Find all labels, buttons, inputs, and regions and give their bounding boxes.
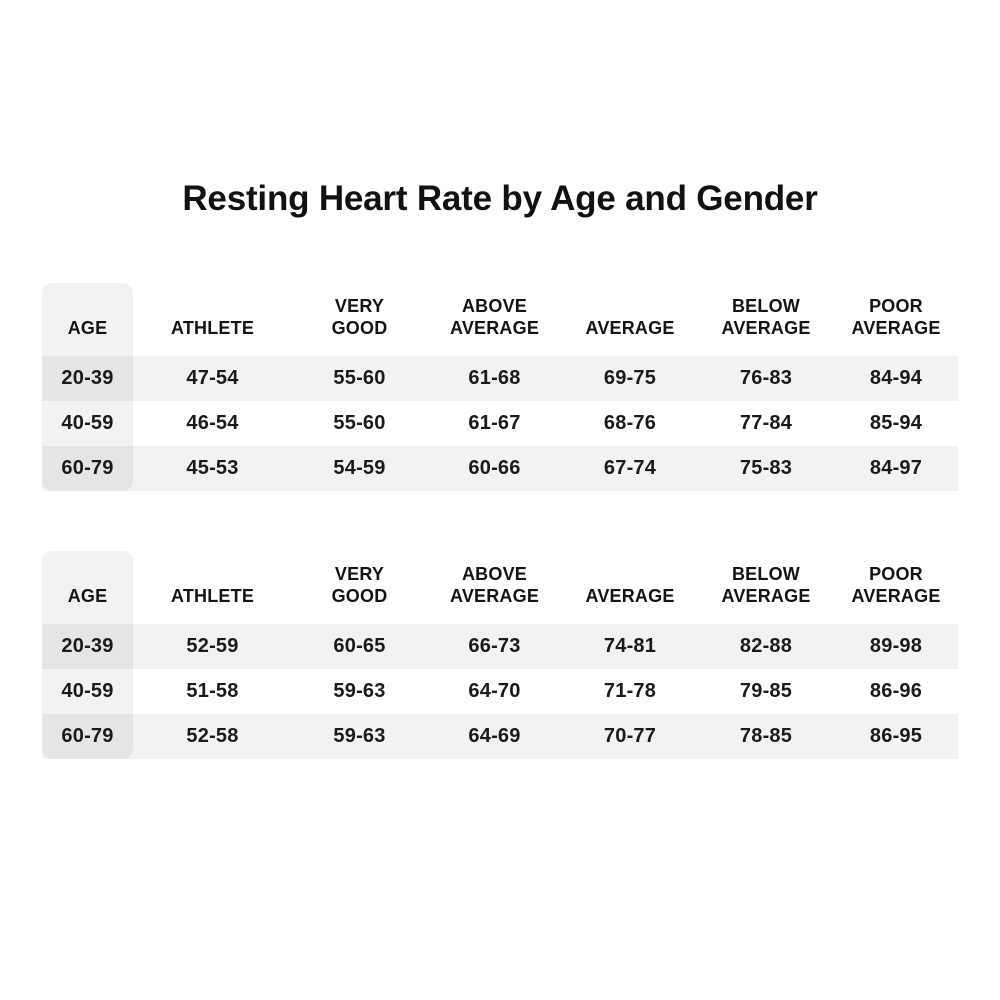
header-label: AVERAGE <box>585 318 675 338</box>
value-cell-athlete: 47-54 <box>186 367 239 389</box>
header-label: ABOVE AVERAGE <box>449 296 540 338</box>
header-label: BELOW AVERAGE <box>721 564 811 606</box>
header-label: ATHLETE <box>170 586 255 606</box>
value-cell-poor-average: 86-95 <box>869 725 923 747</box>
header-label: POOR AVERAGE <box>851 564 941 606</box>
value-cell-athlete: 52-58 <box>186 725 239 747</box>
header-cell-average: AVERAGE <box>562 551 698 624</box>
header-cell-below-average: BELOW AVERAGE <box>698 551 834 624</box>
header-row: AGE ATHLETE VERY GOOD ABOVE AVERAGE AVERAGE B… <box>42 283 958 356</box>
value-cell-poor-average: 89-98 <box>869 635 923 657</box>
value-cell-below-average: 76-83 <box>739 367 793 389</box>
header-label: ABOVE AVERAGE <box>449 564 540 606</box>
header-cell-above-average: ABOVE AVERAGE <box>427 283 562 356</box>
value-cell-very-good: 59-63 <box>333 725 386 747</box>
header-cell-age: AGE <box>42 551 133 624</box>
value-cell-above-average: 64-69 <box>468 725 521 747</box>
age-column-highlight <box>42 283 133 491</box>
value-cell-average: 74-81 <box>603 635 657 657</box>
value-cell-poor-average: 86-96 <box>869 680 923 702</box>
header-label: AGE <box>67 318 108 338</box>
age-cell: 20-39 <box>61 635 114 657</box>
value-cell-above-average: 66-73 <box>468 635 521 657</box>
header-cell-poor-average: POOR AVERAGE <box>834 551 958 624</box>
value-cell-average: 70-77 <box>603 725 657 747</box>
heart-rate-table-1: AGE ATHLETE VERY GOOD ABOVE AVERAGE AVERAGE B… <box>42 283 958 491</box>
header-cell-age: AGE <box>42 283 133 356</box>
age-cell: 60-79 <box>61 725 114 747</box>
table-row-60-79: 60-79 45-53 54-59 60-66 67-74 75-83 84-97 <box>42 446 958 491</box>
age-cell: 40-59 <box>61 412 114 434</box>
header-label: AGE <box>67 586 108 606</box>
header-cell-very-good: VERY GOOD <box>292 551 427 624</box>
header-row: AGE ATHLETE VERY GOOD ABOVE AVERAGE AVERAGE B… <box>42 551 958 624</box>
value-cell-very-good: 55-60 <box>333 367 386 389</box>
value-cell-athlete: 46-54 <box>186 412 239 434</box>
header-cell-poor-average: POOR AVERAGE <box>834 283 958 356</box>
heart-rate-table-2: AGE ATHLETE VERY GOOD ABOVE AVERAGE AVERAGE B… <box>42 551 958 759</box>
table-row-20-39: 20-39 47-54 55-60 61-68 69-75 76-83 84-94 <box>42 356 958 401</box>
header-label: BELOW AVERAGE <box>721 296 811 338</box>
value-cell-poor-average: 84-97 <box>869 457 923 479</box>
age-cell: 60-79 <box>61 457 114 479</box>
table-row-40-59: 40-59 46-54 55-60 61-67 68-76 77-84 85-94 <box>42 401 958 446</box>
header-cell-below-average: BELOW AVERAGE <box>698 283 834 356</box>
header-cell-above-average: ABOVE AVERAGE <box>427 551 562 624</box>
value-cell-below-average: 78-85 <box>739 725 793 747</box>
value-cell-below-average: 77-84 <box>739 412 793 434</box>
value-cell-athlete: 51-58 <box>186 680 239 702</box>
value-cell-poor-average: 84-94 <box>869 367 923 389</box>
value-cell-very-good: 59-63 <box>333 680 386 702</box>
header-label: VERY GOOD <box>331 296 388 338</box>
value-cell-average: 71-78 <box>603 680 657 702</box>
value-cell-very-good: 60-65 <box>333 635 386 657</box>
value-cell-average: 69-75 <box>603 367 657 389</box>
header-label: AVERAGE <box>585 586 675 606</box>
header-cell-athlete: ATHLETE <box>133 283 292 356</box>
header-label: VERY GOOD <box>331 564 388 606</box>
table-row-40-59: 40-59 51-58 59-63 64-70 71-78 79-85 86-96 <box>42 669 958 714</box>
value-cell-very-good: 55-60 <box>333 412 386 434</box>
header-cell-very-good: VERY GOOD <box>292 283 427 356</box>
value-cell-below-average: 75-83 <box>739 457 793 479</box>
value-cell-athlete: 52-59 <box>186 635 239 657</box>
header-label: POOR AVERAGE <box>851 296 941 338</box>
value-cell-very-good: 54-59 <box>333 457 386 479</box>
age-cell: 40-59 <box>61 680 114 702</box>
table-row-20-39: 20-39 52-59 60-65 66-73 74-81 82-88 89-98 <box>42 624 958 669</box>
age-cell: 20-39 <box>61 367 114 389</box>
header-cell-average: AVERAGE <box>562 283 698 356</box>
value-cell-above-average: 64-70 <box>468 680 521 702</box>
header-cell-athlete: ATHLETE <box>133 551 292 624</box>
value-cell-average: 67-74 <box>603 457 657 479</box>
value-cell-athlete: 45-53 <box>186 457 239 479</box>
value-cell-above-average: 60-66 <box>468 457 521 479</box>
header-label: ATHLETE <box>170 318 255 338</box>
value-cell-above-average: 61-68 <box>468 367 521 389</box>
table-row-60-79: 60-79 52-58 59-63 64-69 70-77 78-85 86-95 <box>42 714 958 759</box>
value-cell-below-average: 82-88 <box>739 635 793 657</box>
value-cell-average: 68-76 <box>603 412 657 434</box>
value-cell-above-average: 61-67 <box>468 412 521 434</box>
value-cell-poor-average: 85-94 <box>869 412 923 434</box>
age-column-highlight <box>42 551 133 759</box>
value-cell-below-average: 79-85 <box>739 680 793 702</box>
page-title: Resting Heart Rate by Age and Gender <box>182 179 818 218</box>
